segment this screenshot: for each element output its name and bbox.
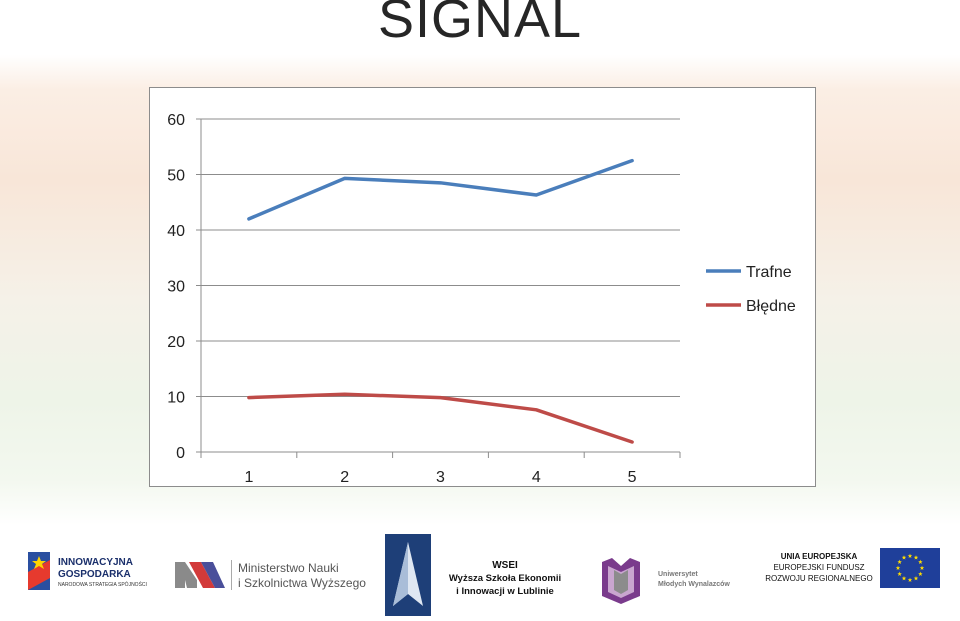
line-chart: 0 10 20 30 40 50 60 1 2 3 4 5 Trafne Błędne: [150, 88, 814, 485]
wsei-line3: i Innowacji w Lublinie: [440, 586, 570, 597]
eu-flag-icon: [880, 548, 940, 588]
x-tick-label: 4: [532, 469, 541, 485]
chart-frame: 0 10 20 30 40 50 60 1 2 3 4 5 Trafne Błędne: [149, 87, 816, 487]
y-tick-label: 0: [176, 445, 185, 462]
x-axis-ticks: 1 2 3 4 5: [201, 452, 680, 485]
grid-lines: [201, 119, 680, 397]
y-tick-label: 60: [167, 112, 185, 129]
series-line-2: [249, 394, 632, 442]
ig-line2: GOSPODARKA: [58, 569, 131, 580]
footer-logos: INNOWACYJNA GOSPODARKA NARODOWA STRATEGI…: [0, 528, 960, 620]
ministerstwo-logo: Ministerstwo Nauki i Szkolnictwa Wyższeg…: [175, 560, 365, 594]
x-tick-label: 1: [244, 469, 253, 485]
x-tick-label: 5: [628, 469, 637, 485]
slide-title: SIGNAL: [0, 0, 960, 50]
x-tick-label: 3: [436, 469, 445, 485]
umw-line1: Uniwersytet: [658, 571, 698, 578]
umw-logo: Uniwersytet Młodych Wynalazców: [600, 556, 750, 608]
ministerstwo-line2: i Szkolnictwa Wyższego: [238, 576, 366, 590]
eu-line1: UNIA EUROPEJSKA: [764, 552, 874, 561]
innowacyjna-gospodarka-logo: INNOWACYJNA GOSPODARKA NARODOWA STRATEGI…: [28, 552, 158, 592]
y-tick-label: 40: [167, 223, 185, 240]
y-tick-label: 50: [167, 168, 185, 185]
wsei-emblem: [385, 534, 431, 616]
x-tick-label: 2: [340, 469, 349, 485]
eu-line2: EUROPEJSKI FUNDUSZ: [764, 563, 874, 572]
wsei-line2: Wyższa Szkoła Ekonomii: [440, 573, 570, 584]
eu-line3: ROZWOJU REGIONALNEGO: [764, 574, 874, 583]
y-tick-label: 30: [167, 279, 185, 296]
eu-logo: UNIA EUROPEJSKA EUROPEJSKI FUNDUSZ ROZWO…: [764, 548, 944, 592]
y-axis-ticks: 0 10 20 30 40 50 60: [167, 112, 201, 462]
ministerstwo-line1: Ministerstwo Nauki: [238, 561, 339, 575]
series-lines: [249, 161, 632, 443]
ig-line3: NARODOWA STRATEGIA SPÓJNOŚCI: [58, 582, 147, 588]
series-line-1: [249, 161, 632, 219]
ministerstwo-divider: [231, 560, 232, 590]
umw-line2: Młodych Wynalazców: [658, 581, 730, 588]
legend-label: Trafne: [746, 264, 792, 281]
wsei-text: WSEI Wyższa Szkoła Ekonomii i Innowacji …: [440, 560, 570, 600]
ministerstwo-emblem-icon: [175, 562, 225, 588]
legend-label: Błędne: [746, 298, 796, 315]
umw-book-icon: [600, 556, 642, 606]
wsei-line1: WSEI: [440, 560, 570, 571]
legend: Trafne Błędne: [706, 264, 796, 315]
y-tick-label: 20: [167, 334, 185, 351]
ig-emblem-icon: [28, 552, 50, 590]
y-tick-label: 10: [167, 390, 185, 407]
ig-line1: INNOWACYJNA: [58, 557, 133, 568]
wsei-arrow-icon: [385, 534, 431, 616]
